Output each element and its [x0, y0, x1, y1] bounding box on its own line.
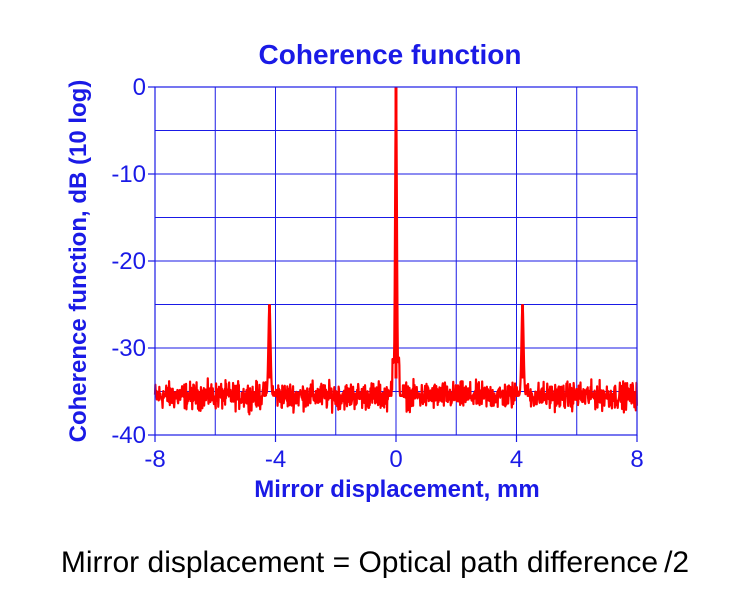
series-layer	[153, 87, 638, 416]
x-tick-label: 4	[510, 446, 523, 473]
y-tick-label: -20	[111, 248, 146, 275]
x-tick-label: -4	[265, 446, 286, 473]
y-tick-label: -30	[111, 335, 146, 362]
caption: Mirror displacement = Optical path diffe…	[60, 546, 690, 579]
x-tick-label: -8	[144, 446, 165, 473]
y-tick-label: -10	[111, 161, 146, 188]
plot-frame	[154, 86, 638, 436]
y-axis-label: Coherence function, dB (10 log)	[65, 80, 92, 443]
x-tick-label: 0	[389, 446, 402, 473]
x-axis-label: Mirror displacement, mm	[254, 476, 539, 503]
chart-title: Coherence function	[259, 39, 522, 70]
y-tick-label: 0	[133, 74, 146, 101]
tick-labels: -8 -4 0 4 80-10-20-30-40	[111, 74, 643, 473]
x-tick-label: 8	[630, 446, 643, 473]
y-tick-label: -40	[111, 422, 146, 449]
coherence-chart: Coherence function -8 -4 0 4 80-10-20-30-40 …	[65, 39, 644, 503]
